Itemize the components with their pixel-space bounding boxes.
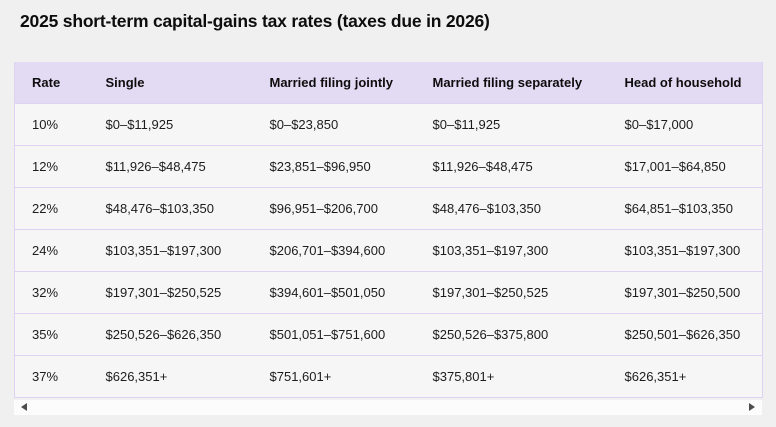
table-cell: $48,476–$103,350 (415, 186, 608, 229)
table-row: 10% $0–$11,925 $0–$23,850 $0–$11,925 $0–$17,… (14, 102, 763, 145)
table-cell: $11,926–$48,475 (415, 144, 608, 187)
table-cell: $103,351–$197,300 (88, 228, 253, 271)
table-cell: $197,301–$250,525 (88, 270, 253, 313)
table-cell: $751,601+ (252, 354, 416, 397)
table-cell: $206,701–$394,600 (252, 228, 416, 271)
scroll-right-button[interactable] (747, 402, 757, 413)
table-cell: $501,051–$751,600 (252, 312, 416, 355)
left-arrow-icon (21, 403, 27, 411)
header-cell: Single (88, 62, 253, 103)
table-cell: $626,351+ (88, 354, 253, 397)
table-cell: $48,476–$103,350 (88, 186, 253, 229)
table-cell: $0–$11,925 (88, 102, 253, 145)
table-cell: $0–$17,000 (607, 102, 763, 145)
table-cell: $0–$23,850 (252, 102, 416, 145)
table-cell: 35% (14, 312, 89, 355)
horizontal-scrollbar[interactable] (14, 399, 762, 415)
table-cell: $23,851–$96,950 (252, 144, 416, 187)
table-row: 12% $11,926–$48,475 $23,851–$96,950 $11,926… (14, 144, 763, 187)
table-row: 32% $197,301–$250,525 $394,601–$501,050 $19… (14, 270, 763, 313)
table-cell: 32% (14, 270, 89, 313)
table-cell: $96,951–$206,700 (252, 186, 416, 229)
table-row: 35% $250,526–$626,350 $501,051–$751,600 $25… (14, 312, 763, 355)
table-row: 37% $626,351+ $751,601+ $375,801+ $626,351+ (14, 354, 763, 397)
header-cell: Rate (14, 62, 89, 103)
table-cell: $11,926–$48,475 (88, 144, 253, 187)
header-cell: Head of household (607, 62, 763, 103)
table-cell: 12% (14, 144, 89, 187)
header-cell: Married filing jointly (252, 62, 416, 103)
table-cell: $250,526–$626,350 (88, 312, 253, 355)
header-cell: Married filing separately (415, 62, 608, 103)
table-cell: 10% (14, 102, 89, 145)
table-cell: $197,301–$250,500 (607, 270, 763, 313)
table-cell: 22% (14, 186, 89, 229)
table-cell: $250,526–$375,800 (415, 312, 608, 355)
table-cell: $626,351+ (607, 354, 763, 397)
table-cell: 24% (14, 228, 89, 271)
table-cell: $64,851–$103,350 (607, 186, 763, 229)
table-cell: $103,351–$197,300 (607, 228, 763, 271)
table-cell: $103,351–$197,300 (415, 228, 608, 271)
right-arrow-icon (749, 403, 755, 411)
table-cell: $375,801+ (415, 354, 608, 397)
tax-rate-table: Rate Single Married filing jointly Married … (14, 62, 763, 398)
table-cell: $394,601–$501,050 (252, 270, 416, 313)
scroll-left-button[interactable] (19, 402, 29, 413)
table-cell: 37% (14, 354, 89, 397)
table-cell: $250,501–$626,350 (607, 312, 763, 355)
table-header-row: Rate Single Married filing jointly Married … (14, 62, 763, 103)
page: 2025 short-term capital-gains tax rates … (14, 11, 763, 415)
table-cell: $197,301–$250,525 (415, 270, 608, 313)
table-row: 24% $103,351–$197,300 $206,701–$394,600 $10… (14, 228, 763, 271)
table-container: Rate Single Married filing jointly Married … (14, 62, 763, 398)
table-cell: $0–$11,925 (415, 102, 608, 145)
table-row: 22% $48,476–$103,350 $96,951–$206,700 $48,4… (14, 186, 763, 229)
table-cell: $17,001–$64,850 (607, 144, 763, 187)
page-title: 2025 short-term capital-gains tax rates … (20, 11, 490, 31)
